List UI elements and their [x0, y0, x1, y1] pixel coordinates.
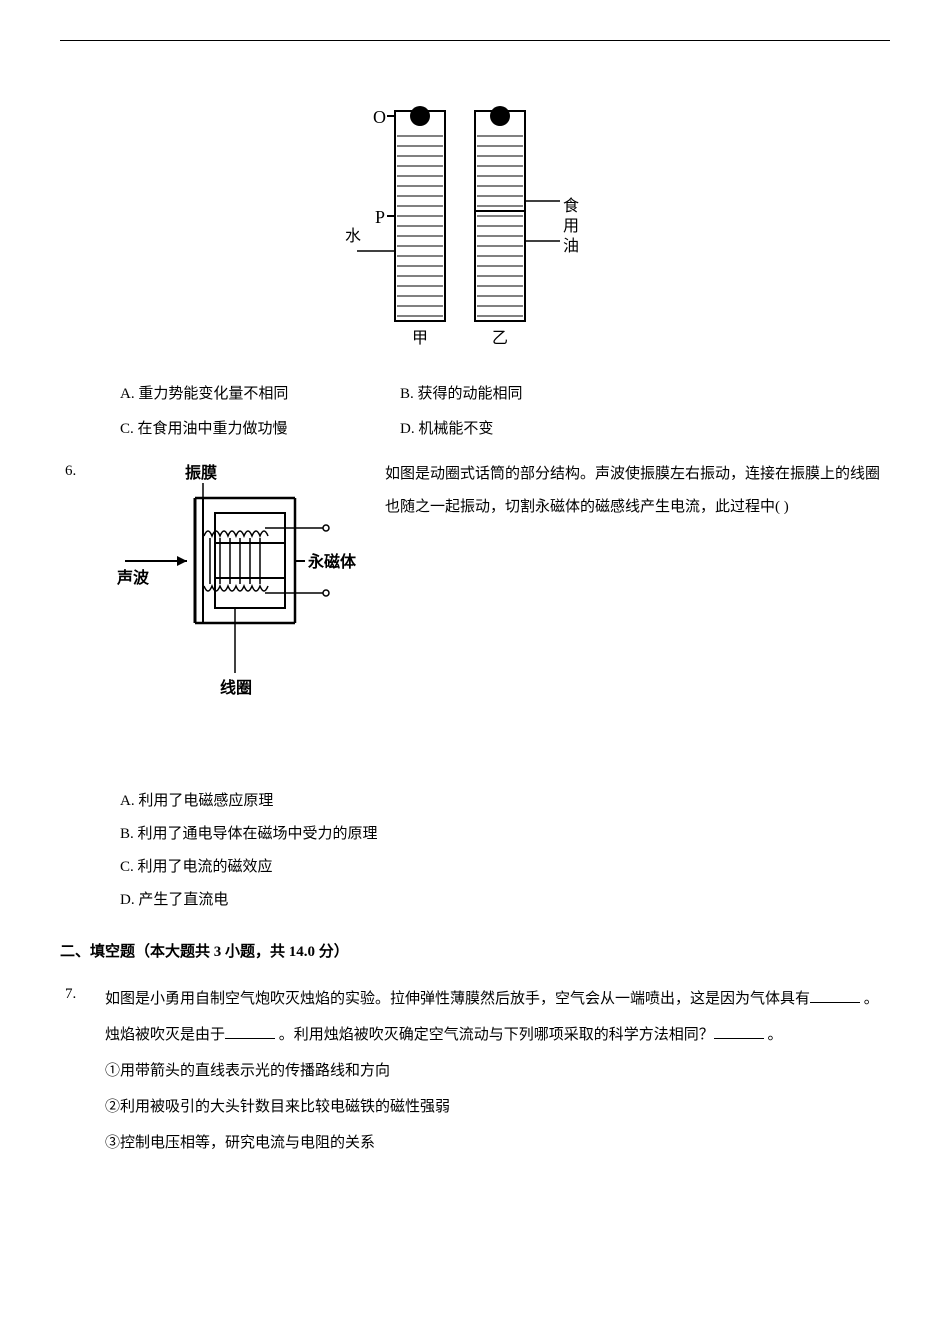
- q5-options-row1: A. 重力势能变化量不相同 B. 获得的动能相同: [120, 381, 890, 408]
- q6-option-c: C. 利用了电流的磁效应: [120, 854, 890, 881]
- svg-text:振膜: 振膜: [185, 463, 217, 482]
- q6-option-a: A. 利用了电磁感应原理: [120, 788, 890, 815]
- q7-num: 7.: [60, 981, 105, 1008]
- tubes-svg: O P 水 食 用 油 甲 乙: [345, 81, 605, 351]
- svg-text:甲: 甲: [412, 330, 428, 347]
- blank-2: [225, 1023, 275, 1039]
- svg-text:P: P: [375, 207, 385, 227]
- figure-microphone: 振膜: [105, 458, 365, 718]
- q7-body: 如图是小勇用自制空气炮吹灭烛焰的实验。拉伸弹性薄膜然后放手，空气会从一端喷出，这…: [105, 981, 890, 1161]
- q7-text4: 。: [764, 1027, 783, 1043]
- q6-text: 如图是动圈式话筒的部分结构。声波使振膜左右振动，连接在振膜上的线圈也随之一起振动…: [385, 458, 890, 524]
- section-2-header: 二、填空题（本大题共 3 小题，共 14.0 分）: [60, 939, 890, 966]
- q6-option-b: B. 利用了通电导体在磁场中受力的原理: [120, 821, 890, 848]
- svg-text:水: 水: [345, 227, 361, 245]
- q6-num: 6.: [60, 458, 105, 485]
- q7-sub2: ②利用被吸引的大头针数目来比较电磁铁的磁性强弱: [105, 1089, 890, 1125]
- option-a: A. 重力势能变化量不相同: [120, 381, 400, 408]
- svg-text:食: 食: [563, 197, 579, 215]
- q6-option-d: D. 产生了直流电: [120, 887, 890, 914]
- q5-options-row2: C. 在食用油中重力做功慢 D. 机械能不变: [120, 416, 890, 443]
- svg-text:用: 用: [563, 218, 579, 235]
- q7-text3: 。利用烛焰被吹灭确定空气流动与下列哪项采取的科学方法相同？: [275, 1027, 714, 1043]
- figure-tubes: O P 水 食 用 油 甲 乙: [60, 81, 890, 351]
- svg-text:乙: 乙: [492, 330, 508, 347]
- svg-text:O: O: [373, 107, 386, 127]
- svg-text:线圈: 线圈: [220, 678, 252, 697]
- q6-options: A. 利用了电磁感应原理 B. 利用了通电导体在磁场中受力的原理 C. 利用了电…: [120, 788, 890, 914]
- svg-text:永磁体: 永磁体: [307, 552, 357, 571]
- svg-text:声波: 声波: [116, 568, 150, 587]
- option-d: D. 机械能不变: [400, 416, 680, 443]
- microphone-svg: 振膜: [105, 458, 365, 708]
- svg-text:油: 油: [563, 237, 579, 255]
- option-b: B. 获得的动能相同: [400, 381, 680, 408]
- q7-sub1: ①用带箭头的直线表示光的传播路线和方向: [105, 1053, 890, 1089]
- blank-3: [714, 1023, 764, 1039]
- option-c: C. 在食用油中重力做功慢: [120, 416, 400, 443]
- q7-text1: 如图是小勇用自制空气炮吹灭烛焰的实验。拉伸弹性薄膜然后放手，空气会从一端喷出，这…: [105, 991, 810, 1007]
- q7-sub3: ③控制电压相等，研究电流与电阻的关系: [105, 1125, 890, 1161]
- blank-1: [810, 987, 860, 1003]
